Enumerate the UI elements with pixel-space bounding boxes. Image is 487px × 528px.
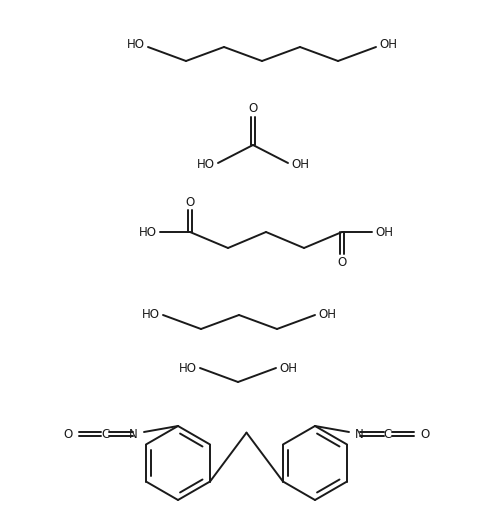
Text: O: O [248,101,258,115]
Text: HO: HO [139,225,157,239]
Text: C: C [383,428,391,440]
Text: HO: HO [197,157,215,171]
Text: OH: OH [375,225,393,239]
Text: OH: OH [291,157,309,171]
Text: HO: HO [179,362,197,374]
Text: C: C [102,428,110,440]
Text: N: N [355,428,364,440]
Text: O: O [337,256,347,269]
Text: HO: HO [127,39,145,52]
Text: OH: OH [318,308,336,322]
Text: O: O [420,428,429,440]
Text: O: O [186,195,195,209]
Text: OH: OH [279,362,297,374]
Text: N: N [129,428,138,440]
Text: OH: OH [379,39,397,52]
Text: O: O [64,428,73,440]
Text: HO: HO [142,308,160,322]
